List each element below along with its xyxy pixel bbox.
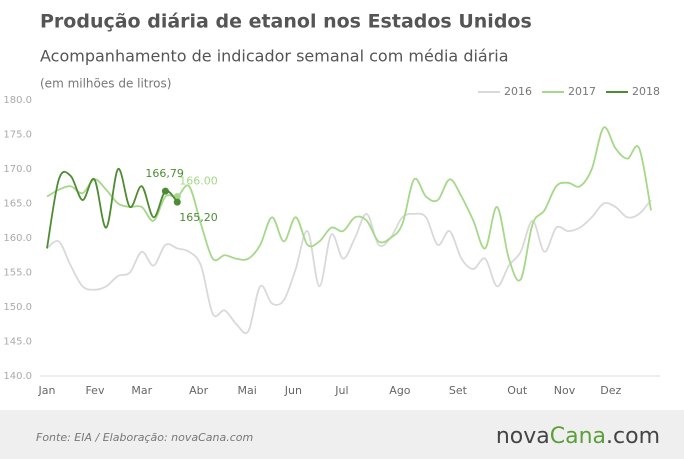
series-line (46, 126, 652, 282)
y-tick-label: 175.0 (3, 130, 32, 141)
y-tick-label: 155.0 (3, 268, 32, 279)
data-label: 165,20 (179, 211, 218, 224)
series-line (46, 199, 652, 335)
y-tick-label: 180.0 (3, 95, 32, 106)
data-label: 166.00 (179, 175, 218, 188)
x-tick-label: Fev (85, 384, 104, 397)
brand: novaCana.com (496, 424, 660, 449)
brand-part: .com (606, 424, 660, 449)
x-tick-label: Jun (284, 384, 302, 397)
legend-label: 2016 (504, 85, 532, 98)
x-tick-label: Set (449, 384, 468, 397)
chart-subtitle: Acompanhamento de indicador semanal com … (40, 47, 509, 66)
point (173, 198, 181, 206)
source: Fonte: EIA / Elaboração: novaCana.com (36, 431, 253, 444)
x-tick-label: Jul (334, 384, 348, 397)
y-tick-label: 165.0 (3, 199, 32, 210)
x-tick-label: Mar (131, 384, 152, 397)
x-tick-label: Ago (389, 384, 411, 397)
series-line (46, 168, 178, 249)
y-tick-label: 150.0 (3, 302, 32, 313)
brand-part: nova (496, 424, 550, 449)
footer-band (0, 410, 684, 459)
unit-note: (em milhões de litros) (40, 77, 171, 91)
x-tick-label: Mai (238, 384, 257, 397)
brand-part: Cana (550, 424, 606, 449)
x-tick-label: Abr (189, 384, 209, 397)
y-tick-label: 160.0 (3, 233, 32, 244)
x-tick-label: Out (507, 384, 528, 397)
y-tick-label: 140.0 (3, 371, 32, 382)
x-tick-label: Jan (38, 384, 56, 397)
x-tick-label: Dez (600, 384, 621, 397)
legend-label: 2018 (632, 85, 660, 98)
point (161, 187, 169, 195)
data-label: 166,79 (145, 167, 184, 180)
y-tick-label: 145.0 (3, 337, 32, 348)
chart-title: Produção diária de etanol nos Estados Un… (40, 11, 532, 33)
x-tick-label: Nov (554, 384, 576, 397)
legend-label: 2017 (568, 85, 596, 98)
y-tick-label: 170.0 (3, 164, 32, 175)
